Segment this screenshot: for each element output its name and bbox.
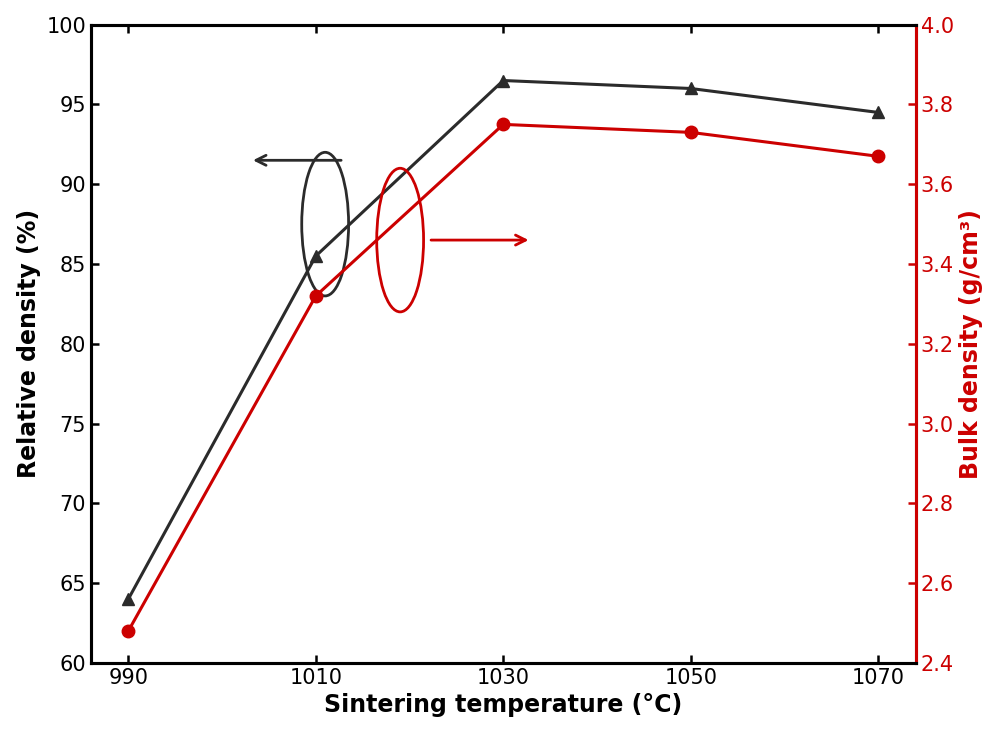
X-axis label: Sintering temperature (°C): Sintering temperature (°C) <box>324 694 682 717</box>
Y-axis label: Bulk density (g/cm³): Bulk density (g/cm³) <box>959 209 983 479</box>
Y-axis label: Relative density (%): Relative density (%) <box>17 209 41 479</box>
